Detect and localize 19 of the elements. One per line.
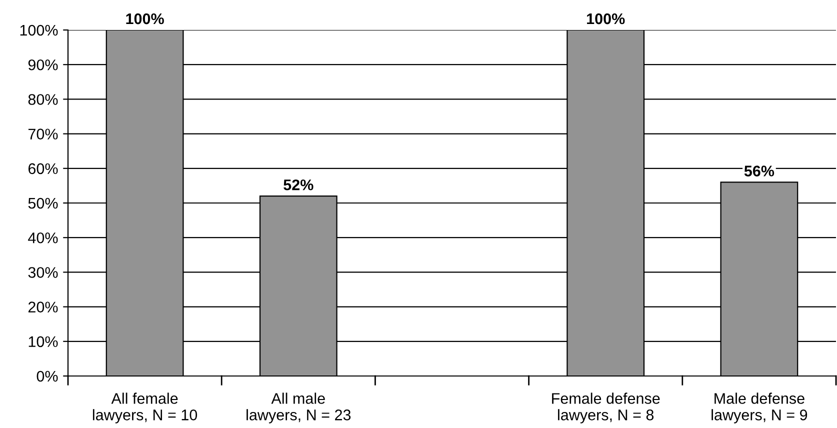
y-tick-label: 40% (28, 232, 58, 244)
y-tick-label: 100% (20, 24, 58, 36)
y-tick-label: 90% (28, 59, 58, 70)
x-tick-label: Female defense lawyers, N = 8 (552, 392, 660, 424)
data-label: 100% (587, 13, 625, 24)
x-tick-label: All female lawyers, N = 10 (92, 392, 198, 424)
data-label: 52% (284, 179, 314, 190)
data-label: 56% (744, 166, 774, 176)
y-tick-label: 80% (28, 94, 58, 105)
y-tick-label: 20% (28, 302, 58, 312)
y-tick-label: 10% (28, 336, 58, 348)
y-tick-label: 60% (28, 163, 58, 174)
data-label: 100% (126, 13, 164, 24)
y-tick-label: 50% (28, 198, 58, 209)
y-tick-label: 30% (28, 267, 58, 278)
y-tick-label: 0% (36, 370, 58, 382)
x-tick-label: Male defense lawyers, N = 9 (712, 392, 808, 424)
x-tick-label: All male lawyers, N = 23 (246, 392, 351, 424)
y-tick-label: 70% (28, 128, 58, 140)
